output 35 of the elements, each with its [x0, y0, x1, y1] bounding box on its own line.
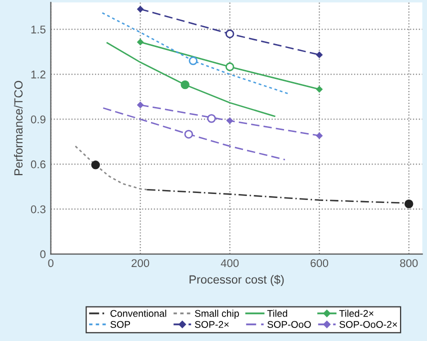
y-tick-label: 0.9 [30, 115, 46, 124]
legend-label: SOP-2× [194, 321, 229, 328]
legend-label: Small chip [194, 310, 239, 319]
legend-label: SOP-OoO [267, 321, 311, 328]
x-tick-label: 0 [48, 259, 54, 268]
point [137, 102, 144, 108]
y-tick-label: 0.6 [30, 160, 46, 168]
point [137, 6, 144, 12]
x-tick-label: 400 [220, 259, 239, 268]
point [91, 160, 100, 170]
y-axis-title: Performance/TCO [14, 80, 23, 176]
legend-label: Tiled-2× [339, 310, 374, 317]
point [316, 52, 323, 58]
point [180, 80, 190, 90]
y-tick-label: 0.3 [30, 205, 46, 214]
point [226, 118, 233, 124]
point [188, 56, 198, 66]
point [404, 199, 414, 208]
legend-label: Tiled [267, 310, 288, 317]
x-tick-label: 800 [400, 259, 418, 268]
legend-label: SOP [110, 321, 130, 328]
point [316, 86, 323, 92]
line-series [106, 42, 276, 117]
line-series [102, 12, 290, 94]
x-axis-title: Processor cost ($) [190, 274, 284, 286]
y-tick-label: 1.5 [31, 26, 46, 34]
x-tick-label: 200 [132, 259, 150, 268]
legend-label: SOP-OoO-2× [339, 321, 397, 328]
legend-label: Conventional [110, 310, 166, 317]
y-tick-label: 0 [40, 250, 46, 258]
point [137, 38, 144, 46]
line-series [102, 107, 286, 160]
point [316, 132, 323, 139]
y-tick-label: 1.2 [31, 70, 46, 78]
x-tick-label: 600 [310, 259, 328, 268]
